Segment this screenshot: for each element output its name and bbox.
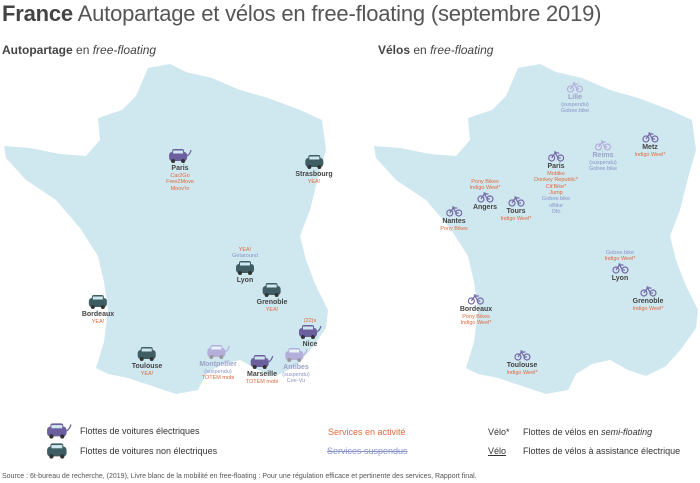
bike-icon	[566, 82, 583, 93]
marker-marseille[interactable]: Marseille TOTEM mobi	[246, 354, 278, 385]
marker-lyon[interactable]: YEA! Getaround Lyon	[232, 247, 258, 284]
legend-suspended: Services suspendus	[327, 446, 408, 456]
car-icon	[262, 283, 281, 297]
bike-icon	[594, 140, 611, 151]
marker-strasbourg[interactable]: Strasbourg YEA!	[295, 154, 333, 185]
car-icon	[88, 295, 107, 309]
legend-velo-underline-desc: Flottes de vélos à assistance électrique	[523, 446, 681, 456]
france-outline	[4, 64, 328, 394]
marker-grenoble-bike[interactable]: Grenoble Indigo Weel*	[632, 286, 664, 312]
car-icon	[47, 443, 67, 459]
source-note: Source : 6t-bureau de recherche, (2019),…	[2, 473, 477, 480]
car-icon	[236, 260, 254, 275]
bike-icon	[612, 263, 628, 274]
marker-grenoble[interactable]: Grenoble YEA!	[257, 282, 287, 313]
electric-car-icon	[207, 345, 230, 359]
legend-electric: Flottes de voitures électriques	[46, 422, 200, 440]
bike-icon	[640, 286, 656, 297]
car-icon	[305, 155, 323, 169]
marker-lyon-bike[interactable]: Gobee.bike Indigo Weel* Lyon	[604, 250, 636, 282]
marker-reims[interactable]: Reims (suspendu) Gobee.bike	[589, 140, 617, 173]
marker-montpellier[interactable]: Montpellier (suspendu) TOTEM mobi	[199, 344, 237, 382]
page-title: France Autopartage et vélos en free-floa…	[2, 1, 602, 26]
bike-icon	[508, 196, 524, 207]
marker-paris-bike[interactable]: Paris Mobike Donkey Republic* Cit'Bike* …	[534, 151, 578, 215]
bike-icon	[642, 132, 658, 143]
marker-angers[interactable]: Pony Bikes Indigo Weel* Angers	[469, 179, 501, 211]
marker-tours[interactable]: Tours Indigo Weel*	[500, 196, 532, 222]
legend-nonelectric: Flottes de voitures non électriques	[46, 442, 217, 460]
marker-toulouse-bike[interactable]: Toulouse Indigo Weel*	[506, 350, 538, 376]
right-map-heading: Vélos en free-floating	[378, 43, 494, 57]
marker-antibes[interactable]: Antibes (suspendu) Cee-Vu	[282, 347, 310, 385]
marker-paris[interactable]: Paris Car2Go Free2Move Moov'in	[166, 148, 194, 192]
car-icon	[138, 347, 156, 361]
france-outline	[374, 64, 698, 394]
marker-lille[interactable]: Lille (suspendu) Gobee.bike	[561, 82, 589, 115]
electric-car-icon	[250, 355, 274, 369]
marker-toulouse[interactable]: Toulouse YEA!	[132, 346, 162, 377]
legend-velo-star-desc: Flottes de vélos en semi-floating	[523, 427, 653, 437]
electric-car-icon	[299, 325, 322, 340]
bike-sharing-map: Lille (suspendu) Gobee.bike Metz Indigo …	[370, 60, 700, 400]
legend-active: Services en activité	[328, 427, 406, 437]
electric-car-icon	[47, 423, 72, 439]
marker-metz[interactable]: Metz Indigo Weel*	[634, 132, 666, 158]
marker-nice[interactable]: (22)s Nice	[298, 318, 322, 349]
legend: Flottes de voitures électriques Flottes …	[0, 420, 700, 465]
legend-velo-star: Vélo*	[488, 427, 510, 437]
marker-bordeaux-bike[interactable]: Bordeaux Pony Bikes Indigo Weel*	[460, 294, 492, 327]
left-map-heading: Autopartage en free-floating	[2, 43, 157, 57]
electric-car-icon	[285, 348, 308, 362]
electric-car-icon	[168, 149, 192, 163]
car-sharing-map: Paris Car2Go Free2Move Moov'in Strasbour…	[0, 60, 333, 400]
bike-icon	[477, 192, 493, 203]
bike-icon	[445, 206, 462, 217]
bike-icon	[548, 151, 564, 162]
bike-icon	[514, 350, 530, 361]
legend-velo-underline: Vélo	[488, 446, 507, 456]
marker-nantes[interactable]: Nantes Pony Bikes	[440, 206, 468, 232]
bike-icon	[467, 294, 484, 305]
marker-bordeaux[interactable]: Bordeaux YEA!	[82, 294, 114, 325]
